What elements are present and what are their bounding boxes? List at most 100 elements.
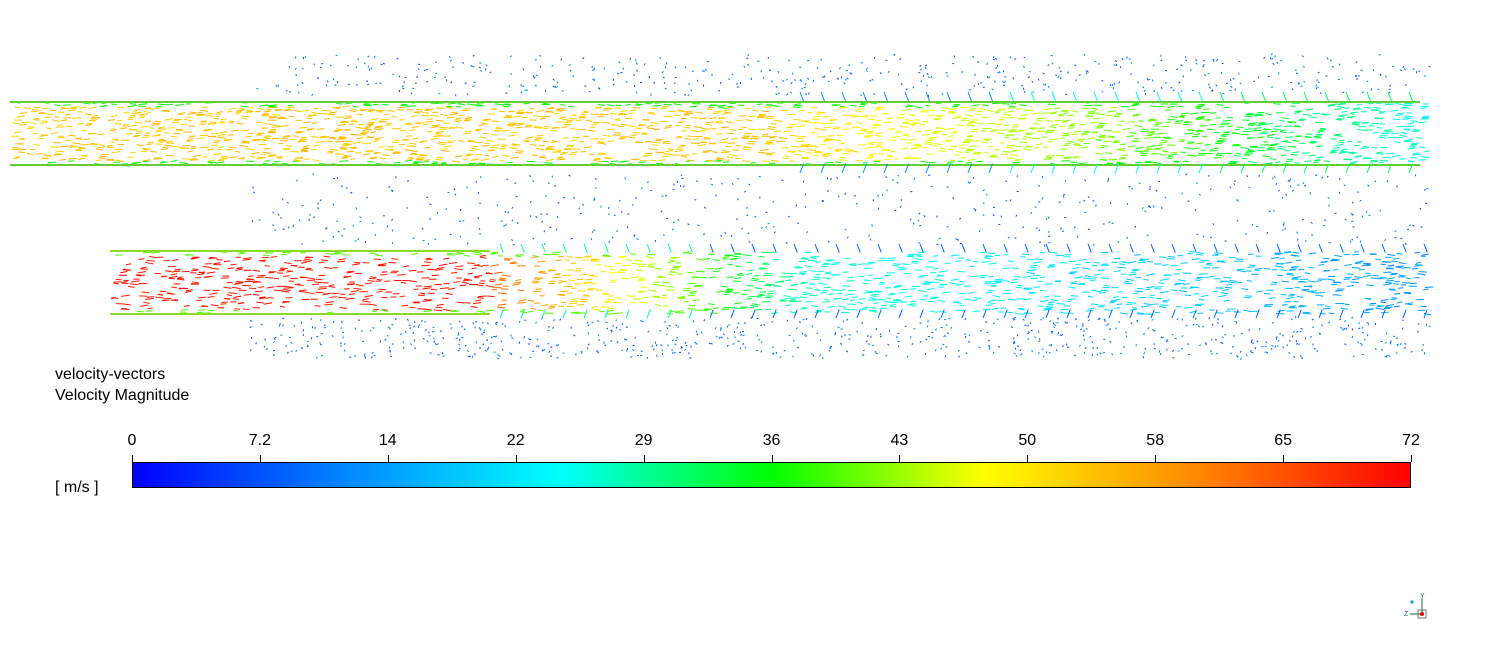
velocity-vector: [651, 345, 654, 347]
velocity-vector: [1219, 163, 1225, 174]
velocity-vector: [663, 103, 673, 106]
velocity-vector: [759, 291, 767, 293]
velocity-vector: [1069, 124, 1075, 127]
velocity-vector: [757, 103, 763, 106]
velocity-vector: [362, 298, 369, 301]
velocity-vector: [223, 286, 232, 289]
velocity-vector: [1073, 130, 1082, 133]
velocity-vector: [799, 296, 807, 298]
velocity-vector: [144, 261, 154, 265]
velocity-vector: [1351, 201, 1354, 204]
velocity-vector: [1057, 75, 1060, 78]
velocity-vector: [1408, 160, 1414, 163]
velocity-vector: [690, 142, 700, 144]
velocity-vector: [326, 80, 329, 83]
velocity-vector: [717, 106, 727, 109]
velocity-vector: [127, 104, 137, 108]
velocity-vector: [863, 291, 873, 294]
velocity-vector: [1399, 342, 1402, 346]
velocity-vector: [786, 93, 789, 96]
velocity-vector: [727, 78, 731, 81]
velocity-vector: [981, 141, 989, 144]
velocity-vector: [183, 305, 190, 307]
velocity-vector: [656, 162, 663, 165]
velocity-vector: [1120, 156, 1127, 159]
velocity-vector: [1129, 309, 1134, 319]
velocity-vector: [1256, 136, 1265, 139]
velocity-vector: [224, 138, 233, 141]
velocity-vector: [920, 160, 928, 163]
velocity-vector: [1255, 243, 1260, 253]
velocity-vector: [1276, 309, 1281, 319]
velocity-vector: [619, 112, 627, 115]
velocity-vector: [1276, 243, 1281, 253]
velocity-vector: [997, 132, 1005, 135]
velocity-vector: [424, 146, 431, 149]
velocity-vector: [333, 130, 340, 133]
velocity-vector: [593, 159, 602, 163]
velocity-vector: [877, 142, 884, 144]
velocity-vector: [1248, 160, 1258, 164]
velocity-vector: [1070, 295, 1079, 297]
velocity-vector: [884, 274, 891, 277]
velocity-vector: [1050, 344, 1053, 347]
velocity-vector: [724, 109, 731, 112]
velocity-vector: [1340, 307, 1349, 310]
velocity-vector: [295, 131, 303, 134]
velocity-vector: [144, 107, 151, 109]
velocity-vector: [663, 81, 666, 85]
velocity-vector: [187, 113, 197, 115]
velocity-vector: [641, 320, 644, 323]
velocity-vector: [410, 92, 413, 95]
velocity-vector: [1358, 125, 1367, 128]
velocity-vector: [1107, 110, 1116, 113]
velocity-vector: [430, 114, 439, 117]
velocity-vector: [1402, 243, 1407, 253]
velocity-vector: [208, 135, 216, 138]
velocity-vector: [921, 134, 931, 136]
velocity-vector: [1195, 279, 1201, 282]
velocity-vector: [1399, 158, 1407, 160]
velocity-vector: [974, 73, 976, 76]
velocity-vector: [336, 102, 343, 105]
velocity-vector: [409, 129, 416, 132]
velocity-vector: [1261, 91, 1267, 102]
velocity-vector: [988, 163, 994, 174]
velocity-vector: [317, 287, 327, 290]
velocity-vector: [1098, 147, 1105, 149]
velocity-vector: [422, 287, 432, 290]
velocity-vector: [467, 103, 476, 106]
velocity-vector: [447, 116, 455, 119]
velocity-vector: [1315, 84, 1318, 87]
velocity-vector: [1132, 115, 1139, 117]
velocity-vector: [643, 154, 653, 157]
velocity-vector: [970, 275, 980, 278]
velocity-vector: [785, 304, 792, 307]
velocity-vector: [1369, 161, 1377, 163]
velocity-vector: [947, 112, 955, 114]
velocity-vector: [248, 106, 254, 109]
velocity-vector: [543, 242, 546, 246]
velocity-vector: [129, 283, 139, 286]
velocity-vector: [683, 300, 689, 303]
velocity-vector: [730, 137, 738, 140]
velocity-vector: [597, 351, 600, 354]
velocity-vector: [1038, 127, 1046, 130]
velocity-vector: [861, 306, 869, 309]
velocity-vector: [875, 132, 883, 134]
velocity-vector: [686, 271, 694, 274]
velocity-vector: [547, 145, 554, 148]
velocity-vector: [203, 129, 213, 131]
velocity-vector: [1362, 157, 1371, 160]
velocity-vector: [578, 128, 586, 131]
velocity-vector: [1226, 152, 1232, 155]
velocity-vector: [1016, 298, 1025, 300]
velocity-vector: [695, 111, 703, 114]
velocity-vector: [433, 309, 443, 312]
velocity-vector: [992, 351, 995, 354]
velocity-vector: [1319, 128, 1327, 131]
velocity-vector: [518, 299, 527, 302]
velocity-vector: [901, 263, 910, 266]
velocity-vector: [400, 104, 410, 107]
velocity-vector: [301, 67, 304, 70]
